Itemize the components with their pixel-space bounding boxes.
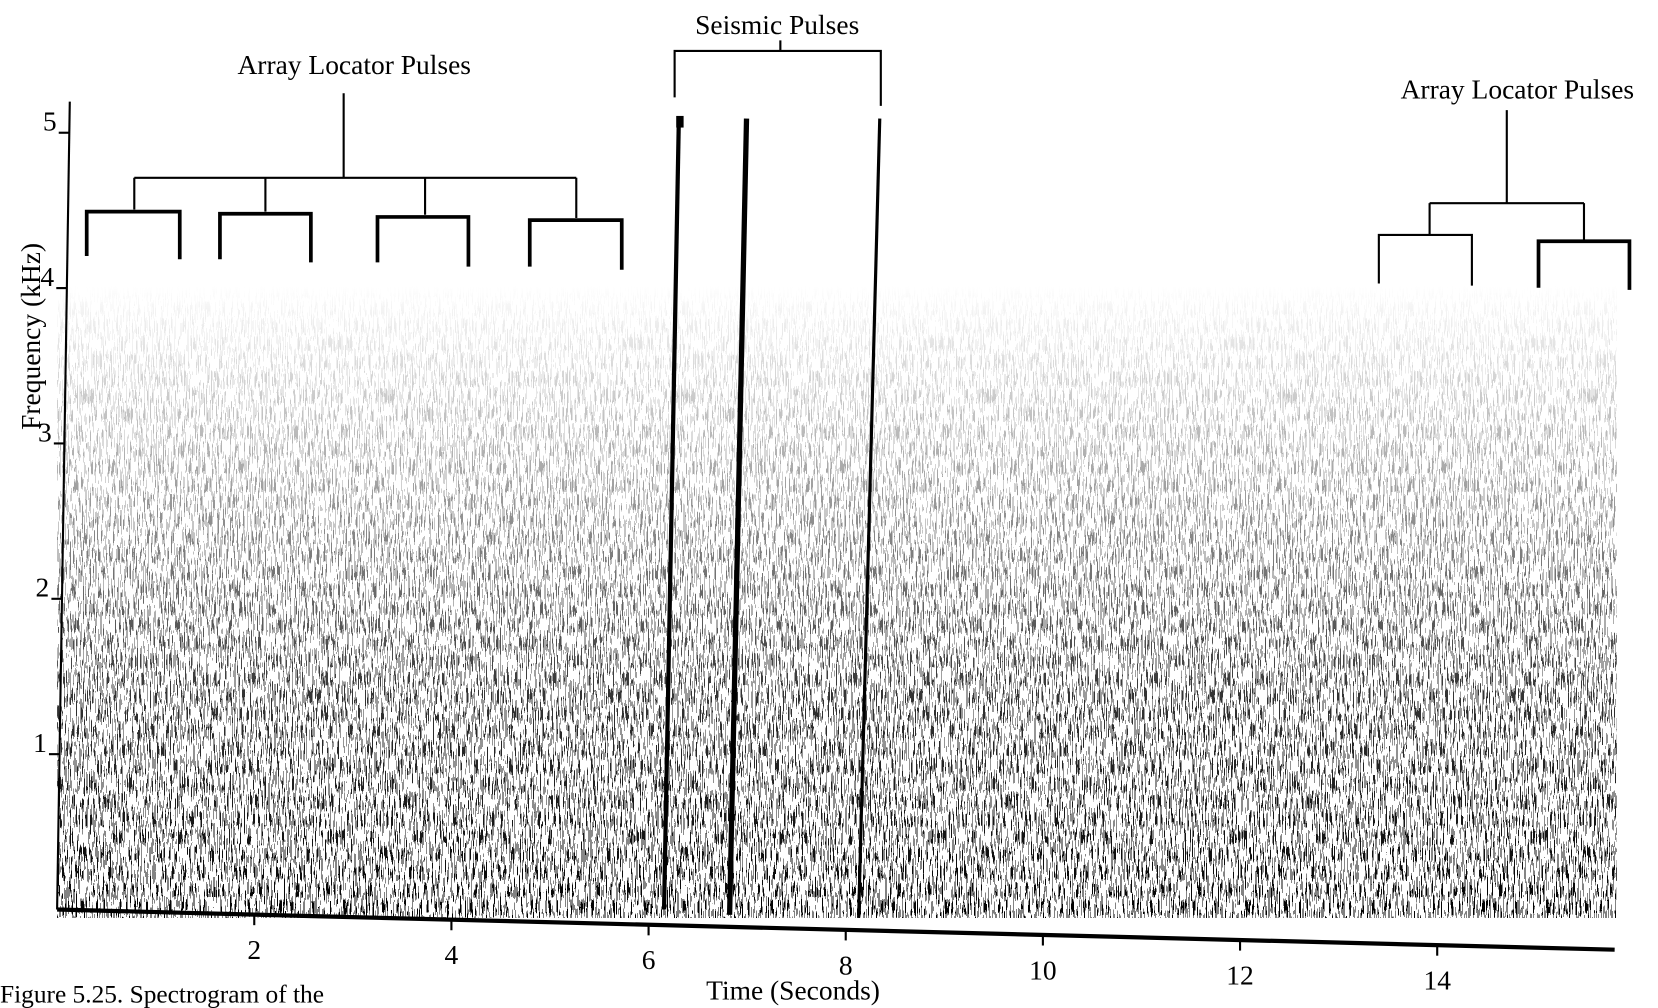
x-tick-label: 12 — [1226, 960, 1253, 990]
y-axis — [56, 101, 71, 910]
y-tick-label: 5 — [43, 107, 57, 137]
spectrogram-texture — [57, 285, 1617, 918]
x-tick-label: 14 — [1423, 966, 1451, 996]
y-axis-title: Frequency (kHz) — [16, 243, 46, 430]
x-tick-label: 8 — [839, 950, 853, 980]
x-tick-label: 6 — [642, 945, 656, 975]
y-tick-label: 1 — [33, 728, 47, 758]
x-axis — [57, 907, 1615, 952]
caption: Figure 5.25. Spectrogram of the — [0, 981, 324, 1008]
x-tick-label: 2 — [247, 935, 261, 965]
y-tick-label: 3 — [38, 417, 52, 447]
y-tick-label: 4 — [40, 262, 54, 292]
annotation: Seismic Pulses — [695, 10, 859, 40]
brackets — [84, 40, 1632, 290]
annotation: Array Locator Pulses — [1401, 74, 1635, 104]
annotation: Array Locator Pulses — [237, 50, 471, 80]
x-tick-label: 10 — [1029, 955, 1056, 985]
seismic-pulses — [661, 115, 882, 919]
x-axis-title: Time (Seconds) — [706, 975, 880, 1005]
y-tick-label: 2 — [36, 573, 50, 603]
x-tick-label: 4 — [445, 940, 459, 970]
